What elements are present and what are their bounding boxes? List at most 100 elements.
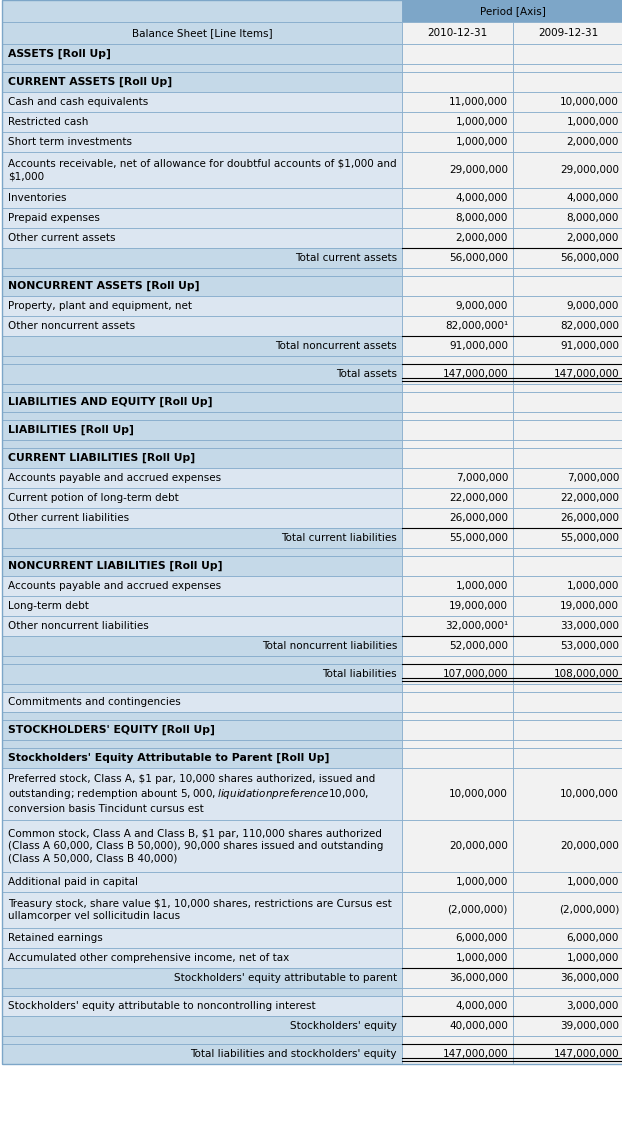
Bar (2, 268, 402, 276)
Text: 4,000,000: 4,000,000 (456, 193, 508, 203)
Bar (2, 596, 402, 616)
Bar (2, 683, 402, 692)
Bar (2, 616, 402, 636)
Bar (513, 23, 622, 44)
Bar (402, 23, 513, 44)
Bar (2, 412, 402, 420)
Bar (513, 248, 622, 268)
Bar (513, 692, 622, 712)
Text: 53,000,000: 53,000,000 (560, 641, 619, 651)
Text: 82,000,000: 82,000,000 (560, 321, 619, 331)
Bar (2, 92, 402, 111)
Bar (402, 548, 513, 556)
Bar (513, 392, 622, 412)
Bar (513, 420, 622, 440)
Bar (402, 948, 513, 968)
Bar (402, 248, 513, 268)
Bar (2, 968, 402, 988)
Text: LIABILITIES AND EQUITY [Roll Up]: LIABILITIES AND EQUITY [Roll Up] (8, 396, 213, 408)
Bar (2, 276, 402, 296)
Bar (2, 508, 402, 528)
Bar (402, 1036, 513, 1044)
Text: 7,000,000: 7,000,000 (567, 473, 619, 483)
Bar (2, 1036, 402, 1044)
Bar (513, 152, 622, 188)
Bar (2, 636, 402, 656)
Bar (513, 268, 622, 276)
Bar (513, 820, 622, 872)
Bar (513, 132, 622, 152)
Bar (402, 577, 513, 596)
Text: 10,000,000: 10,000,000 (560, 97, 619, 107)
Bar (402, 111, 513, 132)
Text: (2,000,000): (2,000,000) (448, 905, 508, 915)
Bar (402, 420, 513, 440)
Text: 147,000,000: 147,000,000 (554, 369, 619, 379)
Text: Stockholders' equity attributable to noncontrolling interest: Stockholders' equity attributable to non… (8, 1001, 315, 1011)
Bar (513, 227, 622, 248)
Bar (513, 1044, 622, 1064)
Bar (2, 577, 402, 596)
Text: 10,000,000: 10,000,000 (449, 789, 508, 799)
Bar (2, 72, 402, 92)
Bar (513, 656, 622, 664)
Bar (402, 488, 513, 508)
Text: 10,000,000: 10,000,000 (560, 789, 619, 799)
Text: 22,000,000: 22,000,000 (449, 493, 508, 503)
Bar (2, 1044, 402, 1064)
Bar (513, 636, 622, 656)
Text: Stockholders' equity: Stockholders' equity (290, 1021, 397, 1031)
Bar (2, 928, 402, 948)
Bar (402, 188, 513, 208)
Text: 39,000,000: 39,000,000 (560, 1021, 619, 1031)
Bar (2, 997, 402, 1016)
Bar (402, 664, 513, 683)
Bar (2, 420, 402, 440)
Text: 55,000,000: 55,000,000 (560, 533, 619, 543)
Bar (402, 508, 513, 528)
Bar (2, 248, 402, 268)
Bar (2, 227, 402, 248)
Bar (2, 384, 402, 392)
Bar (402, 692, 513, 712)
Bar (513, 768, 622, 820)
Bar (402, 968, 513, 988)
Text: 26,000,000: 26,000,000 (560, 513, 619, 522)
Bar (402, 92, 513, 111)
Text: 1,000,000: 1,000,000 (567, 877, 619, 887)
Text: Total liabilities and stockholders' equity: Total liabilities and stockholders' equi… (190, 1049, 397, 1058)
Bar (2, 208, 402, 227)
Text: 8,000,000: 8,000,000 (567, 213, 619, 223)
Text: 6,000,000: 6,000,000 (456, 933, 508, 942)
Bar (513, 356, 622, 364)
Bar (513, 712, 622, 720)
Bar (513, 748, 622, 768)
Text: Preferred stock, Class A, $1 par, 10,000 shares authorized, issued and
outstandi: Preferred stock, Class A, $1 par, 10,000… (8, 775, 375, 814)
Text: 147,000,000: 147,000,000 (442, 1049, 508, 1058)
Text: STOCKHOLDERS' EQUITY [Roll Up]: STOCKHOLDERS' EQUITY [Roll Up] (8, 725, 215, 735)
Bar (2, 748, 402, 768)
Bar (513, 276, 622, 296)
Bar (2, 548, 402, 556)
Text: Short term investments: Short term investments (8, 137, 132, 148)
Text: Commitments and contingencies: Commitments and contingencies (8, 697, 181, 707)
Bar (402, 356, 513, 364)
Bar (2, 1016, 402, 1036)
Text: NONCURRENT LIABILITIES [Roll Up]: NONCURRENT LIABILITIES [Roll Up] (8, 561, 223, 571)
Text: Other noncurrent liabilities: Other noncurrent liabilities (8, 622, 149, 631)
Bar (402, 440, 513, 448)
Bar (2, 336, 402, 356)
Text: 2010-12-31: 2010-12-31 (427, 28, 488, 38)
Bar (513, 683, 622, 692)
Bar (513, 740, 622, 748)
Text: 56,000,000: 56,000,000 (560, 253, 619, 263)
Text: 56,000,000: 56,000,000 (449, 253, 508, 263)
Text: 29,000,000: 29,000,000 (560, 166, 619, 175)
Bar (513, 596, 622, 616)
Text: Restricted cash: Restricted cash (8, 117, 88, 127)
Bar (2, 448, 402, 468)
Bar (402, 1044, 513, 1064)
Text: 55,000,000: 55,000,000 (449, 533, 508, 543)
Bar (402, 988, 513, 997)
Bar (402, 268, 513, 276)
